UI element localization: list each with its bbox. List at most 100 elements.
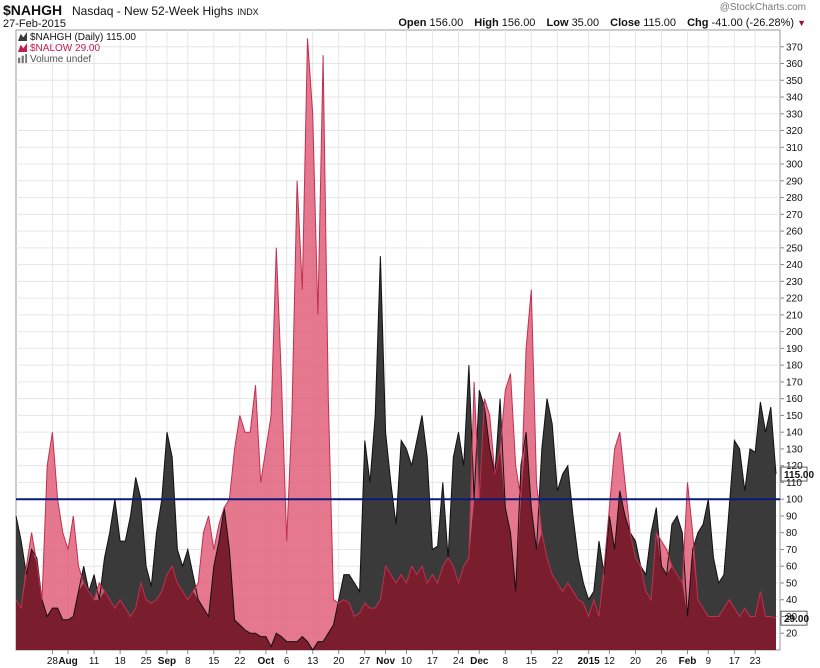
chart-date: 27-Feb-2015 <box>3 18 66 30</box>
chart-areas <box>15 38 777 651</box>
overlap-area <box>16 407 776 650</box>
mountain-red-icon <box>18 43 27 52</box>
y-tick-label: 60 <box>786 562 798 573</box>
mountain-dark-icon <box>18 32 27 41</box>
chart-symbol: $NAHGH <box>3 2 63 18</box>
y-tick-label: 180 <box>786 361 803 372</box>
x-tick-label: 28 <box>47 656 59 667</box>
y-tick-label: 80 <box>786 528 798 539</box>
close-value: 115.00 <box>643 17 677 29</box>
y-tick-label: 160 <box>786 394 803 405</box>
legend-volume-label: Volume undef <box>30 54 92 65</box>
y-tick-label: 110 <box>786 478 802 489</box>
x-tick-label: 9 <box>706 656 712 667</box>
y-tick-label: 20 <box>786 629 798 640</box>
y-tick-label: 280 <box>786 193 803 204</box>
high-value: 156.00 <box>501 17 536 29</box>
x-tick-label: 23 <box>750 656 762 667</box>
legend-primary-label: $NAHGH (Daily) 115.00 <box>30 32 136 43</box>
legend-overlay-label: $NALOW 29.00 <box>30 43 101 54</box>
nalow-line <box>15 38 777 619</box>
x-tick-label: 22 <box>552 656 564 667</box>
symbol-name: Nasdaq - New 52-Week Highs <box>72 4 234 18</box>
y-tick-label: 350 <box>786 76 803 87</box>
high-label: High <box>474 17 499 29</box>
x-tick-label: 15 <box>208 656 220 667</box>
legend-primary[interactable]: $NAHGH (Daily) 115.00 <box>18 32 136 43</box>
exchange-label: INDX <box>237 7 259 17</box>
y-axis: 20 30 40 50 60 70 80 90 100 110 120 130 140 150 160 170… <box>780 42 803 640</box>
x-tick-label: 17 <box>427 656 439 667</box>
stockcharts-credit[interactable]: @StockCharts.com <box>719 2 806 13</box>
y-tick-label: 250 <box>786 243 803 254</box>
x-tick-label: 24 <box>453 656 465 667</box>
x-tick-label: 25 <box>141 656 153 667</box>
nahgh-line <box>15 256 777 651</box>
y-tick-label: 210 <box>786 310 803 321</box>
y-tick-label: 320 <box>786 126 803 137</box>
x-tick-label: 18 <box>115 656 127 667</box>
y-tick-label: 310 <box>786 143 803 154</box>
x-tick-label: Oct <box>258 656 275 667</box>
x-tick-label: 13 <box>307 656 319 667</box>
down-arrow-icon: ▼ <box>797 18 806 28</box>
close-label: Close <box>610 17 641 29</box>
y-tick-label: 230 <box>786 277 803 288</box>
y-tick-label: 330 <box>786 109 803 120</box>
volume-bars-icon <box>18 54 27 63</box>
x-tick-label: 10 <box>401 656 413 667</box>
chg-label: Chg <box>687 17 709 29</box>
x-tick-label: Sep <box>158 656 176 667</box>
x-tick-label: 6 <box>284 656 290 667</box>
x-tick-label: 22 <box>234 656 246 667</box>
y-tick-label: 70 <box>786 545 798 556</box>
chart-name: Nasdaq - New 52-Week Highs INDX <box>72 4 259 18</box>
x-tick-label: Aug <box>58 656 77 667</box>
y-tick-label: 260 <box>786 227 803 238</box>
ohlc-readout: Open 156.00 High 156.00 Low 35.00 Close … <box>390 17 806 29</box>
last-value-nalow-text: 29.00 <box>784 614 809 625</box>
last-value-nahgh-text: 115.00 <box>784 470 814 481</box>
last-value-nahgh-box <box>780 466 808 482</box>
y-tick-label: 220 <box>786 294 803 305</box>
x-tick-label: 27 <box>359 656 371 667</box>
x-tick-label: Nov <box>376 656 395 667</box>
x-tick-label: 20 <box>333 656 345 667</box>
y-tick-label: 140 <box>786 428 803 439</box>
y-tick-label: 30 <box>786 612 798 623</box>
y-tick-label: 240 <box>786 260 803 271</box>
y-tick-label: 40 <box>786 595 798 606</box>
x-tick-label: Dec <box>470 656 489 667</box>
y-tick-label: 300 <box>786 160 803 171</box>
x-tick-label: 8 <box>185 656 191 667</box>
chg-value: -41.00 (-26.28%) <box>711 17 795 29</box>
chart-overlays: 115.00 29.00 <box>16 466 814 626</box>
last-value-nalow-box <box>780 610 808 626</box>
y-tick-label: 90 <box>786 511 798 522</box>
y-tick-label: 190 <box>786 344 803 355</box>
y-tick-label: 340 <box>786 93 803 104</box>
y-tick-label: 130 <box>786 444 803 455</box>
y-tick-label: 100 <box>786 495 803 506</box>
x-tick-label: 20 <box>630 656 642 667</box>
x-tick-label: Feb <box>679 656 697 667</box>
y-tick-label: 200 <box>786 327 803 338</box>
x-tick-label: 8 <box>503 656 509 667</box>
x-tick-label: 11 <box>89 656 100 667</box>
low-label: Low <box>546 17 569 29</box>
open-value: 156.00 <box>429 17 464 29</box>
y-tick-label: 150 <box>786 411 803 422</box>
legend-volume[interactable]: Volume undef <box>18 54 91 65</box>
y-tick-label: 290 <box>786 176 803 187</box>
x-tick-label: 17 <box>729 656 741 667</box>
y-tick-label: 170 <box>786 377 803 388</box>
y-tick-label: 120 <box>786 461 803 472</box>
y-tick-label: 50 <box>786 578 798 589</box>
legend-overlay[interactable]: $NALOW 29.00 <box>18 43 100 54</box>
y-tick-label: 270 <box>786 210 803 221</box>
x-tick-label: 12 <box>604 656 616 667</box>
y-tick-label: 360 <box>786 59 803 70</box>
open-label: Open <box>398 17 427 29</box>
x-tick-label: 26 <box>656 656 668 667</box>
